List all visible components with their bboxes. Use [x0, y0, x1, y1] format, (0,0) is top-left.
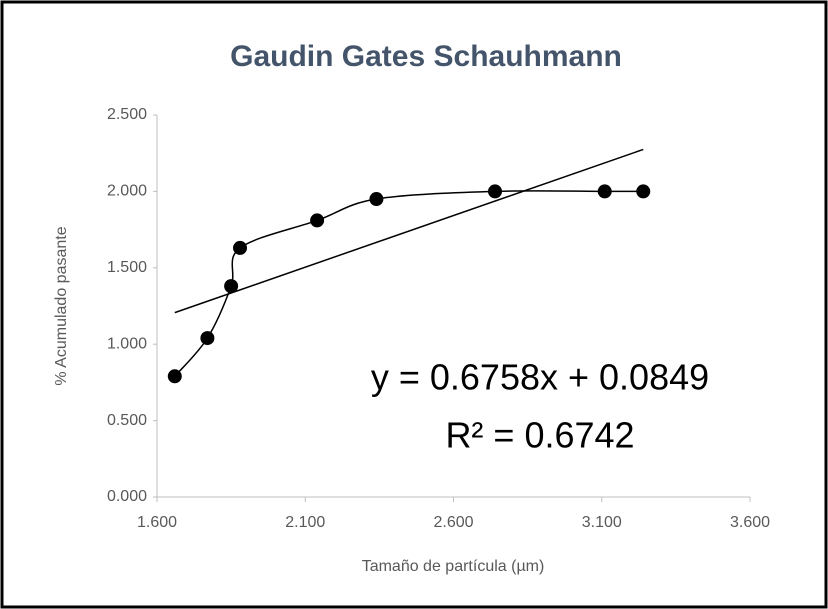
x-tick-label: 1.600	[137, 514, 177, 531]
y-tick-label: 2.000	[107, 183, 147, 200]
y-axis-label: % Acumulado pasante	[53, 226, 70, 385]
r-squared: R² = 0.6742	[445, 415, 634, 456]
point	[636, 184, 651, 199]
x-tick-label: 2.100	[285, 514, 325, 531]
y-tick-label: 2.500	[107, 106, 147, 123]
x-tick-label: 3.600	[730, 514, 770, 531]
y-tick-label: 0.500	[107, 412, 147, 429]
x-axis-label: Tamaño de partícula (µm)	[362, 558, 545, 575]
point	[597, 184, 612, 199]
trendline	[174, 148, 644, 314]
x-tick-label: 3.100	[582, 514, 622, 531]
y-tick-label: 0.000	[107, 488, 147, 505]
y-tick-label: 1.000	[107, 335, 147, 352]
point	[488, 184, 503, 199]
smooth-line	[174, 190, 644, 377]
point	[310, 213, 325, 228]
equation: y = 0.6758x + 0.0849	[371, 357, 709, 398]
chart-title: Gaudin Gates Schauhmann	[230, 40, 622, 73]
point	[200, 331, 215, 346]
point	[224, 279, 239, 294]
point	[369, 192, 384, 207]
x-tick-label: 2.600	[433, 514, 473, 531]
point	[167, 369, 182, 384]
point	[233, 240, 248, 255]
y-tick-label: 1.500	[107, 259, 147, 276]
